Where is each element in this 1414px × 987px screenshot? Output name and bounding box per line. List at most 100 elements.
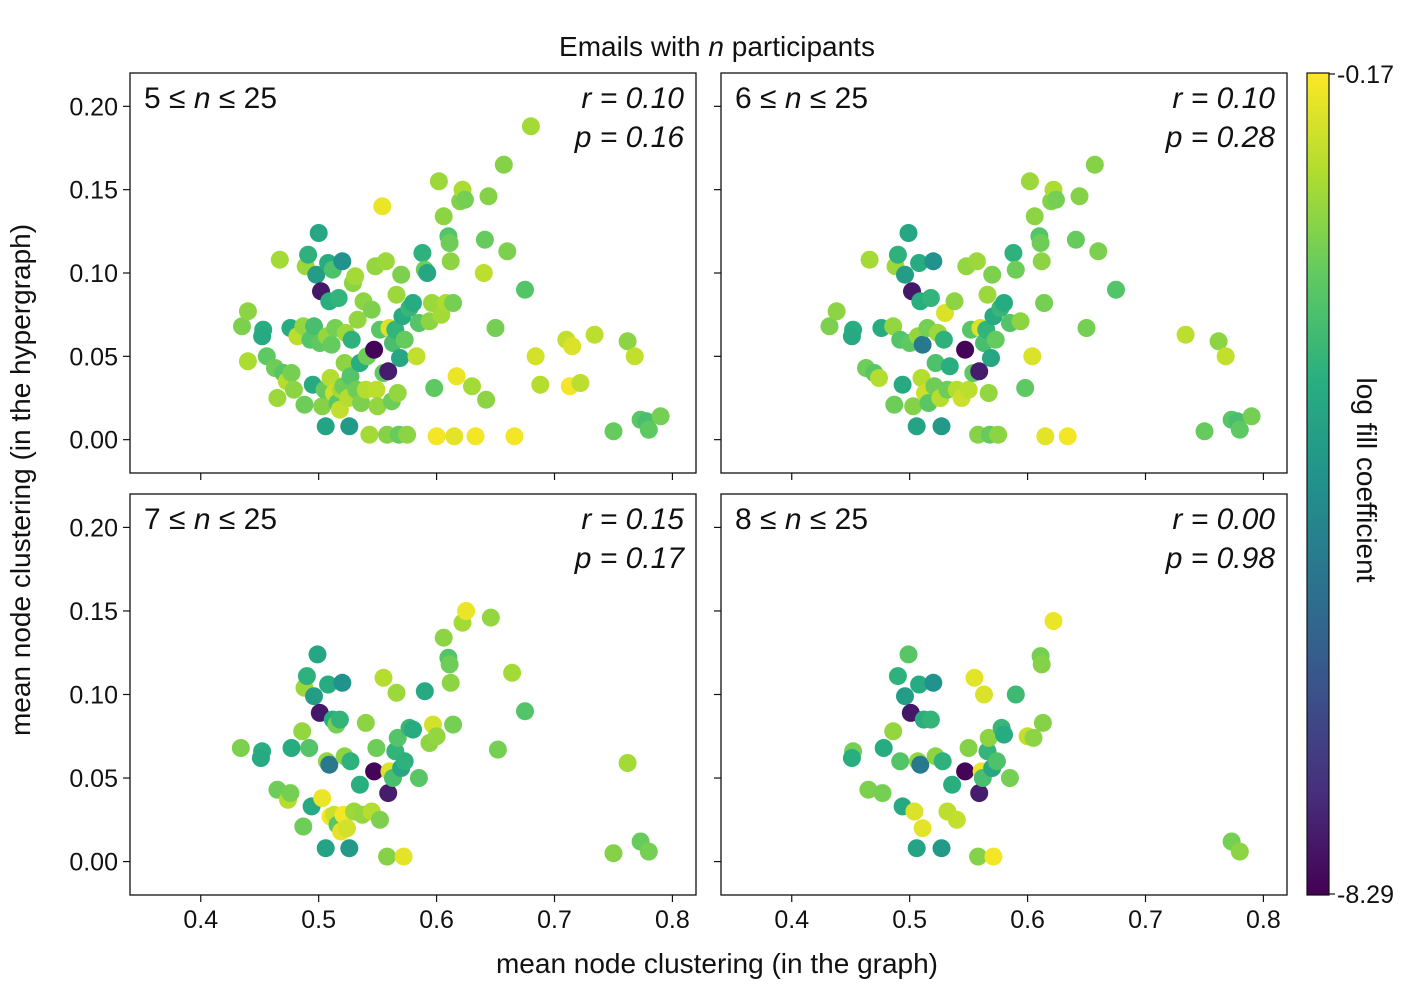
scatter-point — [295, 395, 314, 414]
scatter-point — [904, 397, 923, 416]
scatter-point — [1025, 207, 1044, 226]
scatter-point — [391, 349, 409, 367]
x-tick-label: 0.8 — [1246, 906, 1281, 934]
scatter-point — [362, 300, 381, 319]
scatter-point — [926, 354, 945, 372]
scatter-point — [394, 847, 413, 866]
scatter-point — [340, 417, 359, 436]
y-tick-label: 0.10 — [69, 260, 118, 288]
panel-bottom-right: 0.4 0.5 0.6 0.7 0.8 8 ≤ n ≤ 25 r = 0.00 p = 0.9… — [714, 493, 1288, 934]
x-axis-label: mean node clustering (in the graph) — [496, 948, 938, 979]
scatter-point — [984, 847, 1003, 866]
x-tick-label: 0.5 — [892, 906, 927, 934]
y-tick-label: 0.05 — [69, 343, 118, 371]
scatter-point — [932, 839, 951, 858]
scatter-point — [516, 702, 534, 721]
scatter-point — [516, 280, 534, 299]
scatter-point — [387, 285, 406, 304]
scatter-point — [1024, 728, 1043, 747]
scatter-point — [441, 673, 460, 692]
scatter-point — [970, 362, 989, 381]
scatter-point — [444, 294, 463, 312]
scatter-point — [1004, 244, 1023, 262]
scatter-point — [367, 739, 386, 757]
scatter-point — [899, 645, 918, 664]
scatter-point — [907, 839, 926, 858]
scatter-point — [884, 722, 903, 741]
scatter-point — [827, 302, 846, 321]
y-axis-label: mean node clustering (in the hypergraph) — [5, 224, 36, 736]
scatter-point — [618, 332, 637, 351]
colorbar-max-label: -0.17 — [1337, 61, 1394, 89]
scatter-point — [959, 739, 978, 757]
panel-range-label: 7 ≤ n ≤ 25 — [144, 503, 277, 536]
scatter-point — [379, 362, 398, 381]
scatter-point — [891, 752, 910, 771]
scatter-point — [860, 250, 879, 269]
scatter-point — [329, 289, 348, 307]
scatter-point — [340, 839, 359, 858]
scatter-point — [387, 683, 406, 702]
scatter-point — [907, 417, 926, 436]
scatter-point — [995, 294, 1013, 312]
scatter-point — [486, 319, 505, 337]
scatter-point — [1036, 427, 1055, 446]
scatter-point — [842, 327, 861, 346]
scatter-point — [281, 784, 300, 803]
scatter-point — [415, 682, 434, 701]
scatter-point — [893, 375, 912, 394]
scatter-point — [965, 668, 984, 687]
scatter-point — [956, 340, 975, 359]
scatter-point — [912, 369, 931, 387]
scatter-point — [943, 775, 962, 794]
scatter-point — [418, 264, 437, 282]
y-tick-label: 0.20 — [69, 514, 118, 542]
scatter-point — [910, 254, 929, 272]
scatter-point — [986, 330, 1005, 349]
scatter-point — [1085, 155, 1104, 174]
scatter-point — [313, 397, 332, 416]
scatter-point — [639, 420, 658, 439]
scatter-point — [282, 739, 301, 757]
x-tick-label: 0.5 — [301, 906, 336, 934]
colorbar-min-label: -8.29 — [1337, 881, 1394, 909]
scatter-point — [409, 769, 428, 787]
scatter-point — [933, 752, 952, 771]
scatter-point — [969, 847, 988, 866]
scatter-point — [457, 602, 476, 620]
scatter-point — [313, 789, 332, 808]
scatter-point — [859, 780, 878, 799]
panel-r-value: r = 0.10 — [1172, 82, 1275, 115]
scatter-point — [445, 427, 464, 446]
scatter-point — [270, 250, 289, 269]
x-tick-label: 0.7 — [1128, 906, 1163, 934]
scatter-point — [1046, 190, 1065, 209]
scatter-point — [333, 673, 352, 692]
scatter-point — [910, 675, 929, 694]
scatter-point — [885, 395, 904, 414]
scatter-point — [233, 317, 251, 336]
scatter-point — [970, 784, 989, 803]
scatter-point — [1006, 260, 1025, 279]
x-tick-label: 0.6 — [419, 906, 454, 934]
scatter-point — [404, 720, 422, 739]
scatter-point — [1216, 347, 1235, 366]
scatter-point — [956, 762, 975, 781]
scatter-point — [921, 710, 940, 729]
scatter-point — [1209, 332, 1228, 351]
panel-range-label: 6 ≤ n ≤ 25 — [735, 82, 868, 115]
x-tick-label: 0.4 — [774, 906, 809, 934]
panel-p-value: p = 0.28 — [1165, 121, 1276, 154]
scatter-point — [913, 819, 932, 838]
scatter-point — [820, 317, 839, 336]
scatter-point — [1032, 252, 1051, 271]
scatter-point — [913, 335, 932, 354]
scatter-point — [959, 380, 978, 399]
scatter-point — [1000, 769, 1019, 787]
scatter-point — [299, 245, 318, 264]
y-tick-label: 0.20 — [69, 93, 118, 121]
scatter-point — [618, 754, 637, 772]
scatter-point — [979, 384, 998, 402]
scatter-point — [625, 347, 644, 366]
scatter-point — [1044, 612, 1063, 630]
